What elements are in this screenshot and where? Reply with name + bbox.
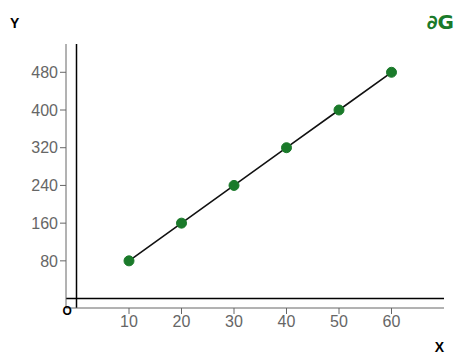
svg-text:O: O xyxy=(63,304,72,318)
svg-text:10: 10 xyxy=(120,313,138,330)
svg-text:80: 80 xyxy=(40,253,58,270)
svg-text:50: 50 xyxy=(330,313,348,330)
svg-text:160: 160 xyxy=(31,215,58,232)
svg-text:320: 320 xyxy=(31,139,58,156)
svg-text:X: X xyxy=(435,339,445,355)
svg-text:60: 60 xyxy=(383,313,401,330)
html-text:∂G: ∂G xyxy=(426,10,454,34)
svg-text:30: 30 xyxy=(225,313,243,330)
svg-text:240: 240 xyxy=(31,177,58,194)
svg-text:480: 480 xyxy=(31,64,58,81)
svg-text:400: 400 xyxy=(31,102,58,119)
svg-text:40: 40 xyxy=(278,313,296,330)
svg-text:Y: Y xyxy=(10,15,20,31)
svg-text:20: 20 xyxy=(173,313,191,330)
